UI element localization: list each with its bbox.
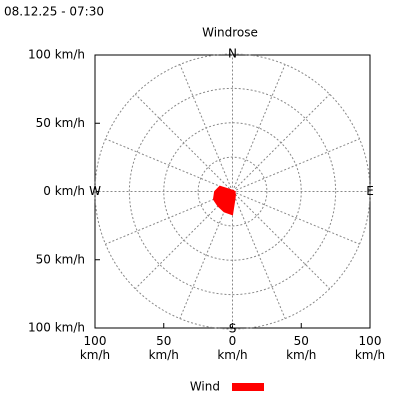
y-tick-label: 0 km/h bbox=[43, 184, 85, 198]
y-tick-label: 100 km/h bbox=[28, 48, 85, 62]
y-tick-label: 50 km/h bbox=[36, 116, 85, 130]
grid-circle bbox=[128, 87, 337, 296]
timestamp: 08.12.25 - 07:30 bbox=[4, 5, 104, 19]
x-tick-label: 100 km/h bbox=[354, 334, 386, 362]
x-tick-label: 0 km/h bbox=[217, 334, 248, 362]
direction-label: W bbox=[89, 184, 101, 198]
grid-spoke bbox=[232, 191, 360, 245]
grid-spoke bbox=[134, 191, 233, 290]
legend-label: Wind bbox=[190, 380, 220, 394]
grid-spoke bbox=[232, 93, 331, 192]
x-tick-label: 50 km/h bbox=[286, 334, 317, 362]
direction-label: N bbox=[228, 47, 237, 61]
legend-swatch bbox=[232, 383, 264, 391]
grid-spoke bbox=[232, 191, 331, 290]
x-tick-label: 100 km/h bbox=[79, 334, 111, 362]
grid-spoke bbox=[134, 93, 233, 192]
grid-spoke bbox=[105, 138, 233, 192]
direction-label: S bbox=[229, 322, 237, 336]
grid-spoke bbox=[179, 64, 233, 192]
wind-area bbox=[212, 185, 236, 216]
grid-spoke bbox=[232, 191, 286, 319]
chart-title: Windrose bbox=[202, 26, 258, 40]
grid-spoke bbox=[179, 191, 233, 319]
grid-spoke bbox=[232, 138, 360, 192]
y-tick-label: 50 km/h bbox=[36, 252, 85, 266]
grid-spoke bbox=[232, 64, 286, 192]
x-tick-label: 50 km/h bbox=[148, 334, 179, 362]
grid-spoke bbox=[105, 191, 233, 245]
y-tick-label: 100 km/h bbox=[28, 321, 85, 335]
grid-circle bbox=[197, 156, 268, 227]
direction-label: E bbox=[366, 184, 374, 198]
